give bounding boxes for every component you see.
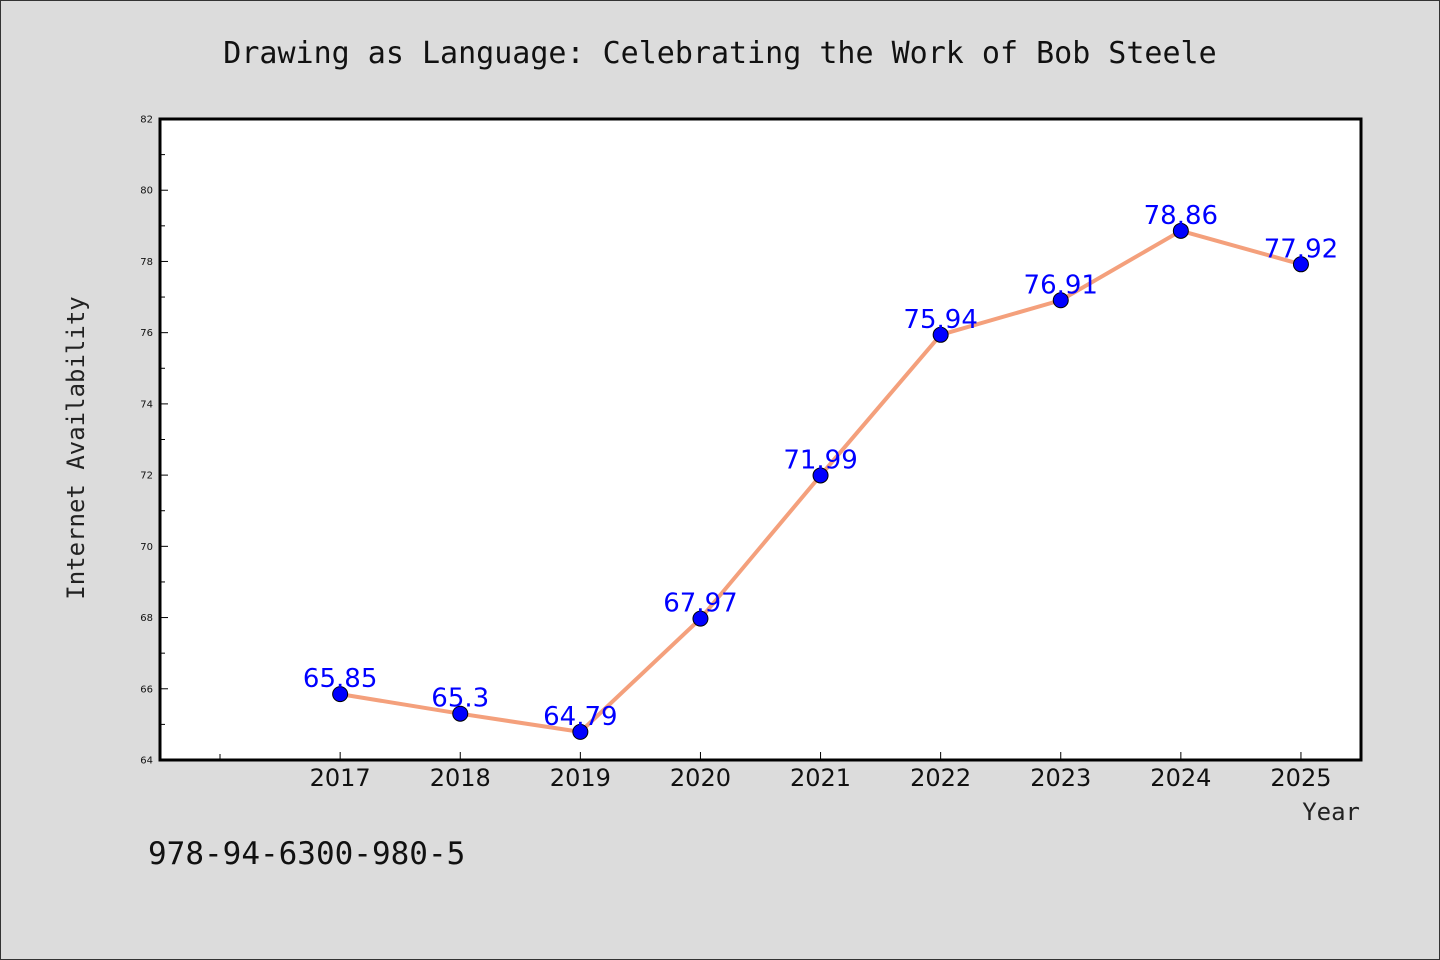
data-point-marker — [932, 326, 949, 343]
isbn-text: 978-94-6300-980-5 — [148, 836, 465, 872]
y-tick-label: 74 — [140, 399, 153, 410]
y-axis: 64 66 68 70 72 74 76 78 80 82 — [140, 115, 168, 767]
data-label: 76.91 — [1024, 270, 1098, 300]
data-point-marker — [692, 610, 709, 627]
data-label: 77.92 — [1264, 234, 1338, 264]
data-label: 65.85 — [303, 664, 377, 694]
data-point-marker — [1292, 256, 1309, 273]
y-tick-label: 80 — [140, 186, 153, 197]
data-label: 64.79 — [543, 702, 617, 732]
x-tick-label: 2023 — [1030, 764, 1091, 792]
data-point-marker — [1052, 292, 1069, 309]
series-line-group: 65.85 65.3 64.79 67.97 71.99 75.94 76.91 78.86 7… — [303, 201, 1338, 740]
data-label: 67.97 — [663, 589, 737, 619]
x-axis: 2017 2018 2019 2020 2021 2022 2023 2024 2025 — [219, 752, 1331, 792]
y-tick-label: 64 — [140, 756, 153, 767]
x-tick-label: 2024 — [1150, 764, 1211, 792]
data-label: 65.3 — [431, 684, 489, 714]
x-tick-label: 2022 — [910, 764, 971, 792]
y-tick-label: 66 — [140, 684, 153, 695]
data-point-marker — [452, 705, 469, 722]
y-tick-label: 78 — [140, 257, 153, 268]
y-tick-label: 68 — [140, 613, 153, 624]
y-tick-label: 76 — [140, 328, 153, 339]
y-axis-label: Internet Availability — [62, 296, 90, 599]
x-tick-label: 2025 — [1270, 764, 1331, 792]
data-label: 71.99 — [783, 445, 857, 475]
data-label: 78.86 — [1144, 201, 1218, 231]
chart-title: Drawing as Language: Celebrating the Wor… — [223, 36, 1216, 71]
data-point-marker — [572, 723, 589, 740]
y-tick-label: 70 — [140, 542, 153, 553]
x-tick-label: 2017 — [310, 764, 371, 792]
y-tick-label: 82 — [140, 115, 153, 126]
data-point-marker — [332, 686, 349, 703]
y-tick-label: 72 — [140, 471, 153, 482]
x-tick-label: 2020 — [670, 764, 731, 792]
x-axis-label: Year — [1302, 798, 1360, 826]
x-tick-label: 2019 — [550, 764, 611, 792]
data-label: 75.94 — [903, 305, 977, 335]
plot-area — [158, 117, 1363, 762]
x-tick-label: 2021 — [790, 764, 851, 792]
x-tick-label: 2018 — [430, 764, 491, 792]
data-point-marker — [812, 467, 829, 484]
data-point-marker — [1172, 222, 1189, 239]
